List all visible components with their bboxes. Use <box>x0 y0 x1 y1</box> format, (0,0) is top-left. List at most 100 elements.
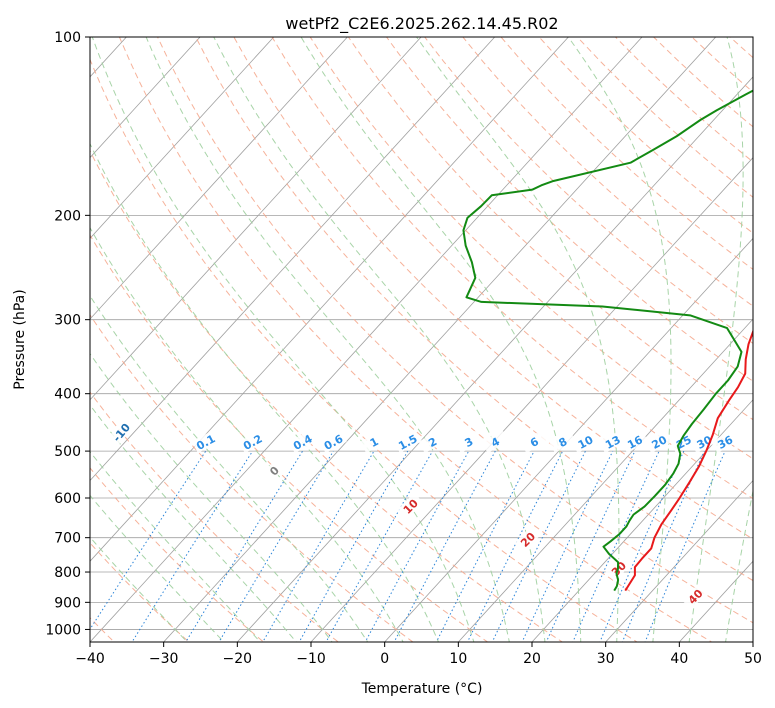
mixing-ratio-label-group: 0.6 <box>319 430 347 454</box>
inline-labels: -100-90-80-70-60-50-40-30-20-100.10.20.4… <box>30 393 739 610</box>
moist-adiabat-label-background <box>681 583 709 610</box>
mixing-ratio-label-group: 0.2 <box>238 430 267 454</box>
dry-adiabat-line <box>385 37 753 382</box>
dewpoint-profile-line <box>462 89 753 592</box>
y-tick-label: 500 <box>54 444 81 460</box>
mixing-ratio-label-background <box>548 430 577 454</box>
moist-adiabat-line <box>90 142 440 642</box>
y-tick-label: 700 <box>54 531 81 547</box>
mixing-ratio-label-group: 13 <box>598 430 627 454</box>
moist-adiabat-line <box>90 352 333 642</box>
dry-adiabat-line <box>90 314 414 642</box>
moist-adiabat-line <box>415 37 620 642</box>
isotherm-line <box>310 157 753 642</box>
y-tick-label: 400 <box>54 387 81 403</box>
moist-adiabat-label-group: 40 <box>681 583 709 610</box>
isotherm-line <box>752 641 753 642</box>
y-tick-label: 900 <box>54 595 81 611</box>
dry-adiabat-line <box>462 37 753 307</box>
moist-adiabat-line <box>213 37 546 642</box>
mixing-ratio-label: 30 <box>695 433 715 452</box>
moist-adiabat-line <box>145 37 510 642</box>
moist-adiabat-line <box>90 226 404 642</box>
dry-adiabat-line <box>90 149 564 642</box>
y-tick-label: 600 <box>54 491 81 507</box>
x-tick-label: −20 <box>223 651 253 667</box>
dry-adiabat-line <box>90 234 489 642</box>
dry-adiabat-line <box>90 542 190 642</box>
mixing-ratio-label-group: 16 <box>621 430 649 454</box>
mixing-ratio-label-group: 30 <box>690 430 718 454</box>
mixing-ratio-label-group: 20 <box>645 430 673 454</box>
mixing-ratio-line <box>621 450 705 642</box>
mixing-ratio-line <box>545 450 636 642</box>
y-tick-label: 800 <box>54 565 81 581</box>
x-tick-label: 30 <box>597 651 615 667</box>
mixing-ratio-label-background <box>288 430 317 454</box>
isotherm-line <box>0 10 4 654</box>
moist-adiabat-label-group: 0 <box>260 457 287 484</box>
mixing-ratio-line <box>131 450 254 642</box>
isotherm-line <box>384 237 753 642</box>
isotherm-line <box>90 37 275 239</box>
isotherm-line <box>163 37 717 642</box>
isotherm-line <box>90 37 496 482</box>
mixing-ratio-label-group: 1 <box>360 430 388 454</box>
mixing-ratio-line <box>466 450 564 642</box>
mixing-ratio-label-group: 1.5 <box>393 430 422 454</box>
mixing-ratio-line <box>298 450 409 642</box>
dry-adiabats <box>90 37 753 642</box>
isotherm-line <box>90 37 422 401</box>
moist-adiabat-line <box>567 37 672 642</box>
mixing-ratio-label-group: 8 <box>548 430 577 454</box>
mixing-ratio-label: 36 <box>716 433 736 452</box>
moist-adiabat-line <box>90 536 188 642</box>
isotherm-line <box>90 37 643 642</box>
dry-adiabat-line <box>157 37 753 624</box>
y-axis: 100 200 300 400 500 600 700 800 900 1000 <box>45 30 90 638</box>
mixing-ratio-label-background <box>571 430 599 454</box>
mixing-ratio-lines <box>90 450 726 642</box>
mixing-ratio-line <box>185 450 303 642</box>
dry-adiabat-line <box>118 37 713 642</box>
mixing-ratio-label-background <box>520 430 548 454</box>
mixing-ratio-label-group: 6 <box>520 430 548 454</box>
mixing-ratio-line <box>644 450 726 642</box>
mixing-ratio-line <box>393 450 496 642</box>
moist-adiabat-line <box>300 37 582 642</box>
chart-title: wetPf2_C2E6.2025.262.14.45.R02 <box>285 14 558 34</box>
dry-adiabat-line <box>90 58 638 642</box>
dry-adiabat-label: -20 <box>32 394 55 418</box>
isotherm-line <box>457 318 753 642</box>
dry-adiabat-line <box>271 37 753 500</box>
dry-adiabat-line <box>691 37 753 93</box>
moist-adiabat-line <box>90 450 261 642</box>
profiles <box>462 89 753 592</box>
x-tick-label: 40 <box>670 651 688 667</box>
dry-adiabat-line <box>347 37 753 421</box>
moist-adiabat-line <box>90 294 369 642</box>
mixing-ratio-line <box>90 450 207 631</box>
dry-adiabat-label-group: -20 <box>30 393 56 420</box>
mixing-ratio-line <box>435 450 535 642</box>
dry-adiabat-line <box>424 37 753 344</box>
y-tick-label: 1000 <box>45 622 81 638</box>
moist-adiabat-label-background <box>260 457 287 484</box>
isotherm-line <box>90 37 348 320</box>
moist-adiabat-line <box>688 37 744 642</box>
moist-adiabat-line <box>760 10 775 654</box>
mixing-ratio-label-group: 36 <box>711 430 739 454</box>
temperature-profile-line <box>624 328 753 592</box>
x-tick-label: 20 <box>523 651 541 667</box>
mixing-ratio-line <box>218 450 334 642</box>
mixing-ratio-label-group: 0.1 <box>191 430 220 454</box>
mixing-ratio-label-background <box>645 430 673 454</box>
mixing-ratio-label: 16 <box>625 433 645 452</box>
grid-layer <box>0 10 753 654</box>
mixing-ratio-label-background <box>238 430 267 454</box>
isotherm-line <box>605 479 753 642</box>
y-tick-label: 300 <box>54 313 81 329</box>
x-tick-label: −30 <box>149 651 179 667</box>
